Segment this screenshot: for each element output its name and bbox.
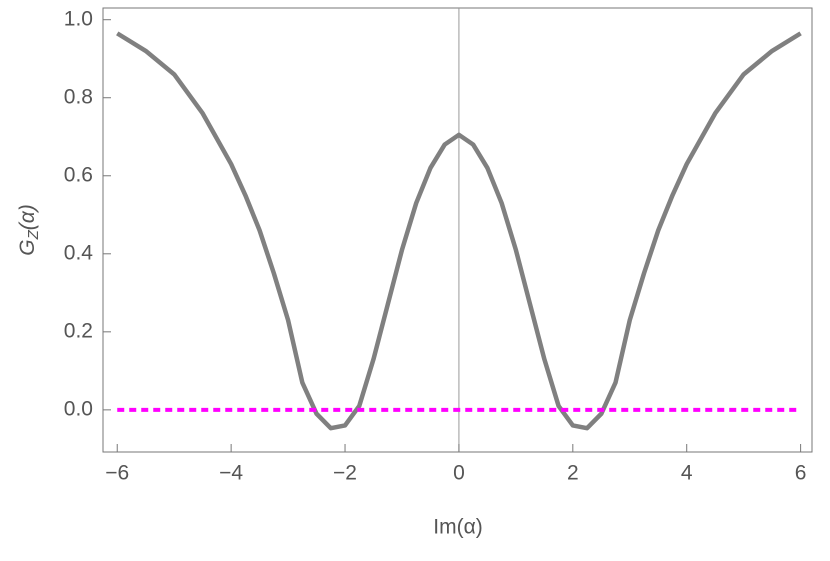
plot-frame [102,7,813,453]
y-tick-label: 1.0 [64,7,93,30]
y-tick-label: 0.4 [64,241,94,264]
x-tick-label: −2 [333,462,357,485]
y-label-rest: (α) [16,204,39,230]
x-tick-label: 2 [567,462,579,485]
y-label-main: G [16,239,39,255]
y-tick-label: 0.0 [64,397,93,420]
x-tick-label: 4 [681,462,693,485]
y-tick-label: 0.8 [64,85,93,108]
x-axis-label: Im(α) [433,516,482,539]
y-tick-label: 0.6 [64,163,93,186]
y-tick-label: 0.2 [64,319,93,342]
x-tick-label: 0 [453,462,465,485]
x-tick-label: −4 [219,462,243,485]
series-line [116,31,802,431]
x-tick-label: 6 [795,462,807,485]
x-tick-label: −6 [105,462,129,485]
y-axis-label: GZ(α) [16,204,42,255]
y-label-sub: Z [25,229,42,240]
